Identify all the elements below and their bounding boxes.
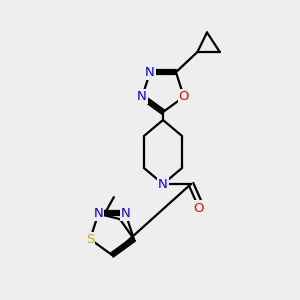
Text: N: N	[137, 90, 147, 103]
Text: O: O	[194, 202, 204, 214]
Text: S: S	[86, 232, 94, 246]
Text: N: N	[94, 207, 103, 220]
Text: N: N	[158, 178, 168, 190]
Text: N: N	[145, 66, 155, 79]
Text: O: O	[179, 90, 189, 103]
Text: N: N	[121, 207, 130, 220]
